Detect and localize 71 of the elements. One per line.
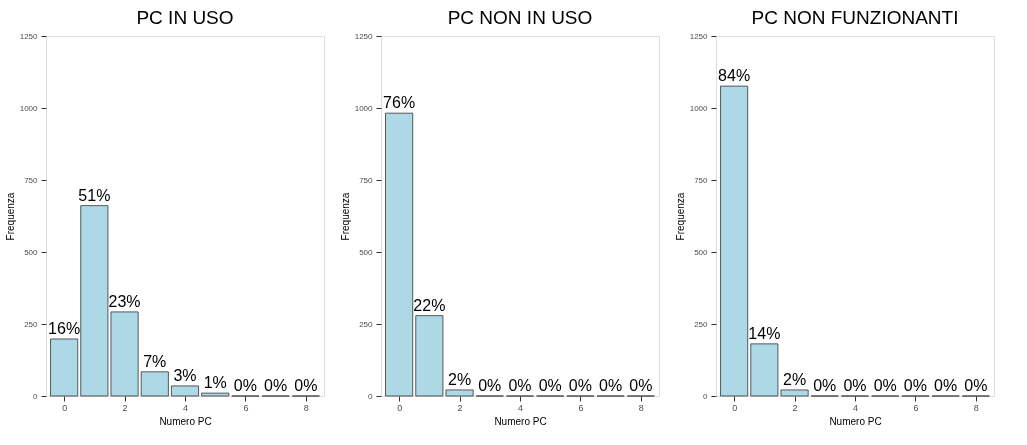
y-tick-label: 0 bbox=[368, 391, 374, 401]
y-axis-title: Frequenza bbox=[339, 192, 351, 241]
annotation: 0% bbox=[843, 377, 867, 394]
annotation: 23% bbox=[108, 292, 141, 310]
x-tick-label: 2 bbox=[122, 402, 128, 413]
x-tick-label: 6 bbox=[243, 402, 249, 413]
annotation: 0% bbox=[964, 377, 988, 394]
annotation: 0% bbox=[599, 377, 623, 394]
x-tick-label: 4 bbox=[517, 402, 524, 413]
y-tick-label: 0 bbox=[33, 391, 39, 401]
annotation: 0% bbox=[568, 377, 592, 394]
x-axis-title: Numero PC bbox=[494, 415, 547, 427]
bar bbox=[140, 371, 169, 397]
x-tick-label: 0 bbox=[732, 402, 738, 413]
y-tick-label: 250 bbox=[24, 319, 39, 329]
y-tick-label: 1250 bbox=[689, 31, 709, 41]
x-axis-title: Numero PC bbox=[829, 415, 882, 427]
annotation: 14% bbox=[748, 324, 781, 342]
x-tick-label: 6 bbox=[913, 402, 919, 413]
x-tick-label: 8 bbox=[638, 402, 644, 413]
x-tick-label: 0 bbox=[62, 402, 68, 413]
annotation: 3% bbox=[173, 366, 197, 384]
chart-title: PC NON FUNZIONANTI bbox=[751, 7, 959, 28]
x-tick-label: 2 bbox=[457, 402, 463, 413]
x-tick-label: 2 bbox=[792, 402, 798, 413]
bar bbox=[201, 392, 230, 397]
chart-title: PC NON IN USO bbox=[447, 7, 593, 28]
y-tick-label: 500 bbox=[694, 247, 709, 257]
x-tick-label: 8 bbox=[973, 402, 979, 413]
x-tick-label: 8 bbox=[303, 402, 309, 413]
chart-title: PC IN USO bbox=[136, 7, 234, 28]
annotation: 0% bbox=[873, 377, 897, 394]
annotation: 0% bbox=[934, 377, 958, 394]
x-axis-title: Numero PC bbox=[159, 415, 212, 427]
y-tick-label: 750 bbox=[359, 175, 374, 185]
annotation: 1% bbox=[203, 374, 227, 392]
annotation: 0% bbox=[478, 377, 502, 394]
y-tick-label: 0 bbox=[703, 391, 709, 401]
y-tick-label: 250 bbox=[359, 319, 374, 329]
annotation: 0% bbox=[629, 377, 653, 394]
x-tick-label: 0 bbox=[397, 402, 403, 413]
y-tick-label: 1000 bbox=[689, 103, 709, 113]
y-tick-label: 1000 bbox=[19, 103, 39, 113]
annotation: 2% bbox=[448, 370, 472, 388]
annotation: 0% bbox=[233, 377, 257, 394]
annotation: 0% bbox=[508, 377, 532, 394]
annotation: 0% bbox=[264, 377, 288, 394]
y-tick-label: 500 bbox=[359, 247, 374, 257]
annotation: 0% bbox=[294, 377, 318, 394]
y-tick-label: 1250 bbox=[354, 31, 374, 41]
y-axis-title: Frequenza bbox=[674, 192, 686, 241]
annotation: 51% bbox=[78, 186, 111, 204]
y-tick-label: 1250 bbox=[19, 31, 39, 41]
annotation: 7% bbox=[143, 352, 167, 370]
annotation: 0% bbox=[813, 377, 837, 394]
y-tick-label: 750 bbox=[24, 175, 39, 185]
y-tick-label: 500 bbox=[24, 247, 39, 257]
annotation: 84% bbox=[718, 67, 751, 85]
x-tick-label: 4 bbox=[852, 402, 859, 413]
annotation: 0% bbox=[538, 377, 562, 394]
x-tick-label: 4 bbox=[182, 402, 189, 413]
annotation: 0% bbox=[903, 377, 927, 394]
annotation: 16% bbox=[48, 319, 81, 337]
annotation: 2% bbox=[783, 370, 807, 388]
x-tick-label: 6 bbox=[578, 402, 584, 413]
y-axis-title: Frequenza bbox=[4, 192, 16, 241]
y-tick-label: 750 bbox=[694, 175, 709, 185]
annotation: 76% bbox=[383, 94, 416, 112]
annotation: 22% bbox=[413, 296, 446, 314]
y-tick-label: 1000 bbox=[354, 103, 374, 113]
y-tick-label: 250 bbox=[694, 319, 709, 329]
